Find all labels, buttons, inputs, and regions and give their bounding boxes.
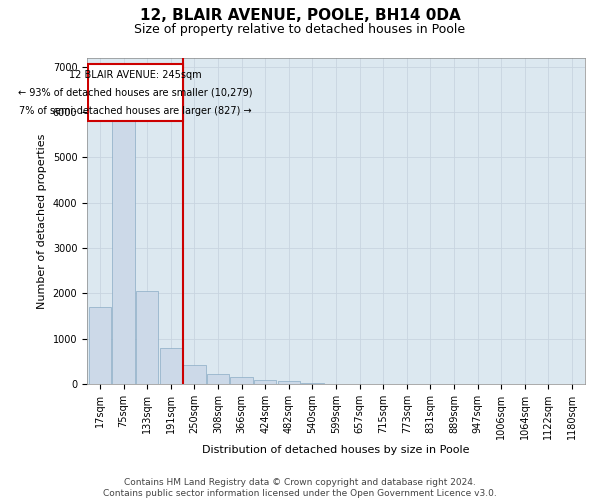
Text: 12 BLAIR AVENUE: 245sqm: 12 BLAIR AVENUE: 245sqm bbox=[69, 70, 202, 80]
Y-axis label: Number of detached properties: Number of detached properties bbox=[37, 133, 47, 308]
Text: 7% of semi-detached houses are larger (827) →: 7% of semi-detached houses are larger (8… bbox=[19, 106, 252, 116]
Text: ← 93% of detached houses are smaller (10,279): ← 93% of detached houses are smaller (10… bbox=[18, 88, 253, 98]
Bar bbox=[230, 377, 253, 384]
Text: 12, BLAIR AVENUE, POOLE, BH14 0DA: 12, BLAIR AVENUE, POOLE, BH14 0DA bbox=[140, 8, 460, 22]
Bar bbox=[89, 307, 111, 384]
Bar bbox=[207, 374, 229, 384]
Bar bbox=[160, 348, 182, 384]
Bar bbox=[112, 121, 135, 384]
Bar bbox=[183, 364, 206, 384]
Bar bbox=[278, 382, 300, 384]
Bar bbox=[301, 382, 323, 384]
Text: Size of property relative to detached houses in Poole: Size of property relative to detached ho… bbox=[134, 22, 466, 36]
Bar bbox=[136, 291, 158, 384]
X-axis label: Distribution of detached houses by size in Poole: Distribution of detached houses by size … bbox=[202, 445, 470, 455]
Bar bbox=[254, 380, 277, 384]
Bar bbox=[88, 64, 182, 121]
Text: Contains HM Land Registry data © Crown copyright and database right 2024.
Contai: Contains HM Land Registry data © Crown c… bbox=[103, 478, 497, 498]
